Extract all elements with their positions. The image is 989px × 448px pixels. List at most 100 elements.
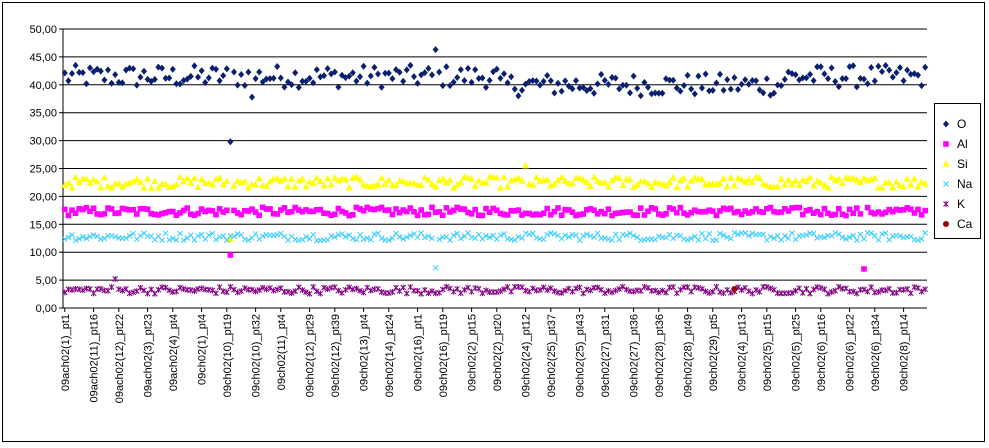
point-al: [789, 205, 795, 211]
point-si: [446, 176, 454, 183]
point-o: [886, 66, 893, 74]
point-o: [799, 74, 806, 82]
legend-marker-icon: [943, 221, 949, 227]
point-k: [587, 287, 594, 294]
point-si: [568, 179, 576, 187]
legend-marker-icon: [943, 181, 949, 187]
point-o: [436, 68, 443, 76]
point-al: [101, 210, 108, 217]
point-si: [594, 177, 602, 184]
point-al: [407, 205, 414, 211]
point-al: [569, 209, 576, 216]
point-o: [735, 86, 741, 94]
point-na: [187, 232, 194, 239]
point-si: [154, 183, 162, 191]
point-al: [454, 204, 460, 211]
point-k: [583, 286, 590, 293]
point-si: [687, 177, 695, 184]
point-na: [573, 232, 579, 238]
point-o: [331, 68, 338, 76]
point-k: [335, 287, 342, 294]
point-al: [382, 207, 388, 214]
point-k: [875, 288, 882, 295]
point-al: [782, 205, 788, 212]
point-o: [544, 71, 551, 79]
point-al: [591, 207, 597, 213]
point-si: [745, 175, 753, 183]
point-si: [691, 173, 699, 181]
point-k: [497, 288, 504, 295]
point-k: [295, 284, 302, 291]
point-k: [558, 289, 565, 296]
point-na: [720, 232, 727, 239]
point-o: [256, 68, 263, 76]
point-si: [601, 178, 609, 186]
point-al: [130, 206, 136, 213]
point-k: [274, 286, 281, 293]
point-o: [861, 75, 867, 83]
point-si: [892, 178, 900, 185]
point-k: [263, 286, 270, 293]
point-k: [324, 286, 331, 293]
point-na: [810, 230, 817, 237]
point-si: [216, 174, 224, 181]
point-al: [184, 205, 190, 211]
point-na: [616, 236, 623, 243]
point-si: [356, 175, 364, 183]
legend-item: Ca: [935, 214, 980, 234]
point-k: [198, 285, 205, 292]
point-o: [87, 64, 93, 72]
point-o: [450, 78, 457, 86]
point-si: [176, 173, 184, 180]
point-k: [450, 288, 457, 295]
point-al: [83, 204, 90, 211]
point-k: [688, 288, 695, 295]
point-na: [742, 230, 749, 236]
point-k: [141, 287, 147, 294]
point-o: [519, 86, 525, 94]
point-k: [493, 289, 500, 296]
x-tick-label: 09ch02(16)_pt1: [413, 314, 425, 391]
point-al: [872, 210, 878, 217]
point-o: [817, 63, 824, 71]
point-si: [853, 176, 861, 183]
x-tick-label: 09ch02(5)_pt15: [762, 314, 774, 391]
point-na: [897, 233, 903, 239]
point-o: [353, 77, 360, 85]
point-na: [349, 235, 356, 242]
point-k: [385, 290, 392, 297]
point-ca: [731, 286, 738, 293]
point-k: [907, 290, 914, 297]
point-al: [108, 206, 115, 212]
point-o: [403, 66, 410, 74]
point-si: [381, 180, 389, 187]
point-k: [461, 286, 468, 293]
point-al: [558, 212, 565, 219]
point-si: [820, 181, 828, 189]
point-na: [688, 235, 695, 242]
point-al: [756, 208, 763, 215]
point-al: [519, 212, 525, 218]
point-na: [252, 231, 259, 237]
point-k: [738, 286, 745, 293]
point-si: [590, 173, 598, 180]
point-k: [630, 288, 637, 295]
point-al: [663, 210, 669, 217]
point-o: [540, 77, 547, 85]
point-o: [825, 75, 831, 83]
x-tick-label: 09ach02(11)_pt16: [89, 314, 101, 402]
point-si: [475, 176, 483, 184]
point-k: [367, 287, 374, 294]
point-o: [141, 67, 147, 75]
point-k: [310, 284, 317, 291]
point-o: [270, 74, 277, 82]
point-na: [727, 235, 734, 242]
point-k: [569, 288, 576, 295]
point-o: [306, 74, 313, 82]
point-na: [540, 236, 547, 243]
point-na: [630, 232, 637, 239]
point-al: [170, 208, 176, 215]
point-si: [255, 174, 263, 182]
point-si: [907, 181, 915, 188]
point-si: [115, 179, 123, 187]
